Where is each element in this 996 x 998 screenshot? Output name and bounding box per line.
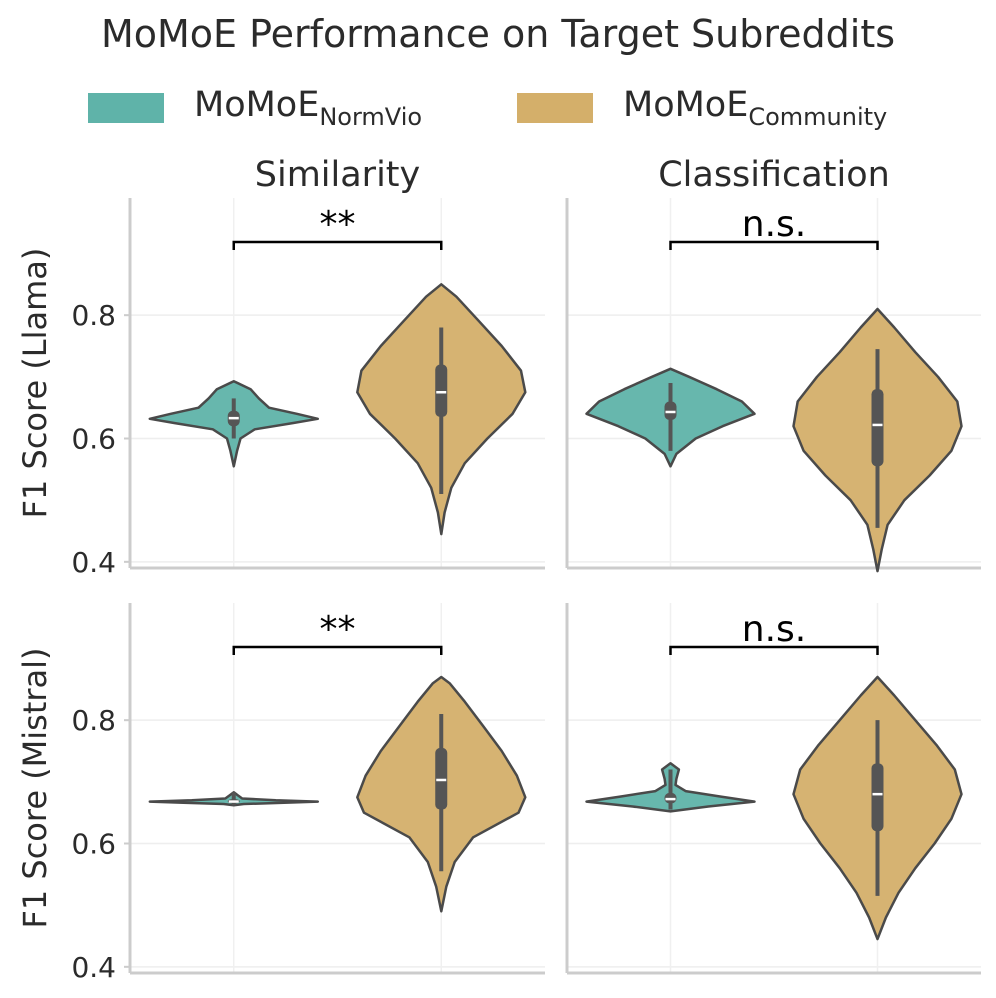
y-tick-label: 0.8 <box>71 299 116 332</box>
y-tick-label: 0.6 <box>71 423 116 456</box>
panel-2: 0.4 0.6 0.8 F1 Score (Mistral) ** <box>16 603 545 984</box>
legend-item-normvio: MoMoENormVio <box>88 85 423 131</box>
violin-iqr-box <box>435 364 448 417</box>
significance-bracket <box>232 240 443 250</box>
significance-bracket <box>669 645 879 655</box>
legend-item-community: MoMoECommunity <box>517 85 888 131</box>
panel-0: 0.4 0.6 0.8 F1 Score (Llama) Similarity ** <box>16 155 545 579</box>
panel-title: Similarity <box>255 155 420 195</box>
legend-label-normvio: MoMoENormVio <box>194 85 423 131</box>
significance-label: n.s. <box>742 204 806 245</box>
significance-label: ** <box>320 204 356 245</box>
y-axis-label: F1 Score (Llama) <box>16 248 54 519</box>
y-tick-label: 0.8 <box>71 704 116 737</box>
significance-label: n.s. <box>742 609 806 650</box>
legend-swatch-community <box>517 93 593 123</box>
y-tick-label: 0.4 <box>71 951 116 984</box>
panel-title: Classification <box>658 155 890 195</box>
y-tick-label: 0.6 <box>71 828 116 861</box>
y-tick-label: 0.4 <box>71 546 116 579</box>
violin-iqr-box <box>871 389 884 467</box>
legend-label-community: MoMoECommunity <box>623 85 888 131</box>
y-axis-label: F1 Score (Mistral) <box>16 647 54 928</box>
legend-swatch-normvio <box>88 93 164 123</box>
panel-1: Classification n.s. <box>565 155 981 573</box>
significance-bracket <box>232 645 443 655</box>
chart-title: MoMoE Performance on Target Subreddits <box>100 12 896 56</box>
violin-iqr-box <box>871 763 884 832</box>
significance-bracket <box>669 240 879 250</box>
significance-label: ** <box>320 609 356 650</box>
panel-3: n.s. <box>565 603 981 975</box>
